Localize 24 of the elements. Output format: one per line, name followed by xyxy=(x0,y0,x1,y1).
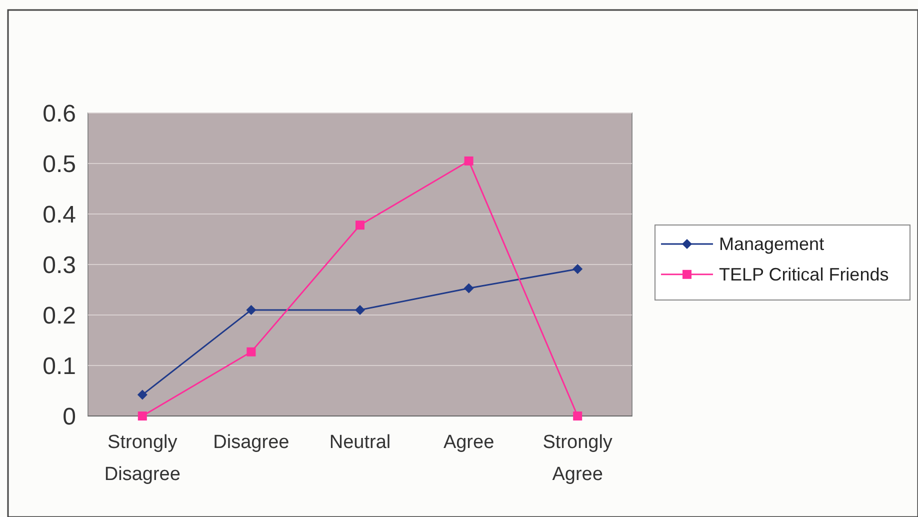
legend-label: TELP Critical Friends xyxy=(719,264,889,284)
x-tick-label: Disagree xyxy=(213,432,290,453)
x-tick-label: Neutral xyxy=(329,432,391,453)
point xyxy=(138,412,147,420)
point xyxy=(572,264,583,274)
y-tick-label: 0.6 xyxy=(42,100,76,128)
y-tick-label: 0 xyxy=(62,403,76,430)
y-tick-label: 0.1 xyxy=(42,352,76,380)
point xyxy=(356,220,364,230)
point xyxy=(246,304,256,315)
point xyxy=(464,156,474,166)
point xyxy=(464,283,474,294)
x-tick-label: Strongly Agree xyxy=(542,432,613,485)
point xyxy=(573,412,582,420)
point xyxy=(137,390,148,400)
x-tick-label: Agree xyxy=(443,432,494,453)
point xyxy=(355,304,365,315)
y-tick-label: 0.4 xyxy=(42,201,76,228)
y-tick-label: 0.3 xyxy=(42,252,76,279)
y-tick-label: 0.2 xyxy=(42,302,76,330)
x-tick-label: Strongly Disagree xyxy=(104,432,180,485)
point xyxy=(246,347,256,356)
y-tick-label: 0.5 xyxy=(42,150,76,178)
legend-label: Management xyxy=(719,234,824,254)
